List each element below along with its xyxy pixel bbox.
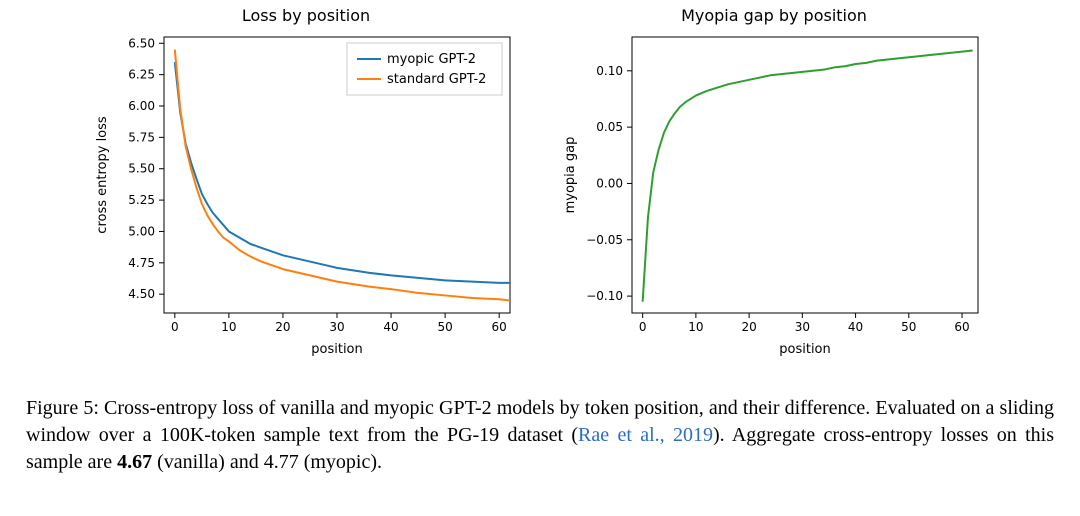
citation-author[interactable]: Rae et al. — [578, 424, 660, 446]
y-tick-label: −0.10 — [586, 289, 623, 303]
x-tick-label: 10 — [688, 320, 703, 334]
y-tick-label: 5.50 — [128, 162, 155, 176]
x-tick-label: 60 — [492, 320, 507, 334]
plot-area — [632, 37, 978, 313]
x-tick-label: 60 — [954, 320, 969, 334]
left-chart-panel: Loss by position 0 10 20 30 40 50 60 4.50 4.75 5.… — [86, 6, 526, 367]
y-tick-label: 0.00 — [596, 176, 623, 190]
left-chart-title: Loss by position — [86, 6, 526, 25]
y-tick-label: 4.75 — [128, 256, 155, 270]
y-tick-label: 5.00 — [128, 224, 155, 238]
y-tick-label: 6.00 — [128, 99, 155, 113]
x-tick-label: 20 — [741, 320, 756, 334]
right-chart-title: Myopia gap by position — [554, 6, 994, 25]
charts-row: Loss by position 0 10 20 30 40 50 60 4.50 4.75 5.… — [0, 0, 1080, 367]
x-tick-label: 10 — [221, 320, 236, 334]
x-tick-label: 30 — [795, 320, 810, 334]
y-tick-label: 0.05 — [596, 120, 623, 134]
x-tick-label: 50 — [901, 320, 916, 334]
y-tick-label: 0.10 — [596, 64, 623, 78]
citation-sep: , — [660, 424, 673, 446]
legend-box — [347, 43, 502, 95]
x-tick-label: 0 — [171, 320, 179, 334]
right-chart-panel: Myopia gap by position 0 10 20 30 40 50 60 −0.1… — [554, 6, 994, 367]
x-tick-label: 30 — [329, 320, 344, 334]
x-tick-label: 40 — [848, 320, 863, 334]
caption-tail: (vanilla) and 4.77 (myopic). — [152, 451, 382, 473]
y-tick-label: 5.25 — [128, 193, 155, 207]
x-tick-label: 50 — [437, 320, 452, 334]
vanilla-loss-value: 4.67 — [117, 451, 152, 473]
figure-caption: Figure 5: Cross-entropy loss of vanilla … — [0, 367, 1080, 476]
x-axis-label: position — [311, 342, 363, 357]
y-axis-label: cross entropy loss — [95, 116, 110, 234]
y-tick-label: 5.75 — [128, 130, 155, 144]
y-tick-label: 6.25 — [128, 68, 155, 82]
legend-label: standard GPT-2 — [387, 72, 486, 87]
right-chart-svg: 0 10 20 30 40 50 60 −0.10 −0.05 0.00 0.05 0.10 posit… — [554, 27, 994, 367]
figure-container: Loss by position 0 10 20 30 40 50 60 4.50 4.75 5.… — [0, 0, 1080, 516]
y-tick-label: 4.50 — [128, 287, 155, 301]
citation-year[interactable]: 2019 — [673, 424, 713, 446]
y-tick-label: 6.50 — [128, 36, 155, 50]
x-tick-label: 20 — [275, 320, 290, 334]
x-tick-label: 40 — [383, 320, 398, 334]
x-tick-label: 0 — [639, 320, 647, 334]
left-chart-svg: 0 10 20 30 40 50 60 4.50 4.75 5.00 5.25 5.50 5.75 6.0… — [86, 27, 526, 367]
legend-label: myopic GPT-2 — [387, 52, 476, 67]
y-tick-label: −0.05 — [586, 233, 623, 247]
y-axis-label: myopia gap — [563, 137, 578, 214]
x-axis-label: position — [779, 342, 831, 357]
